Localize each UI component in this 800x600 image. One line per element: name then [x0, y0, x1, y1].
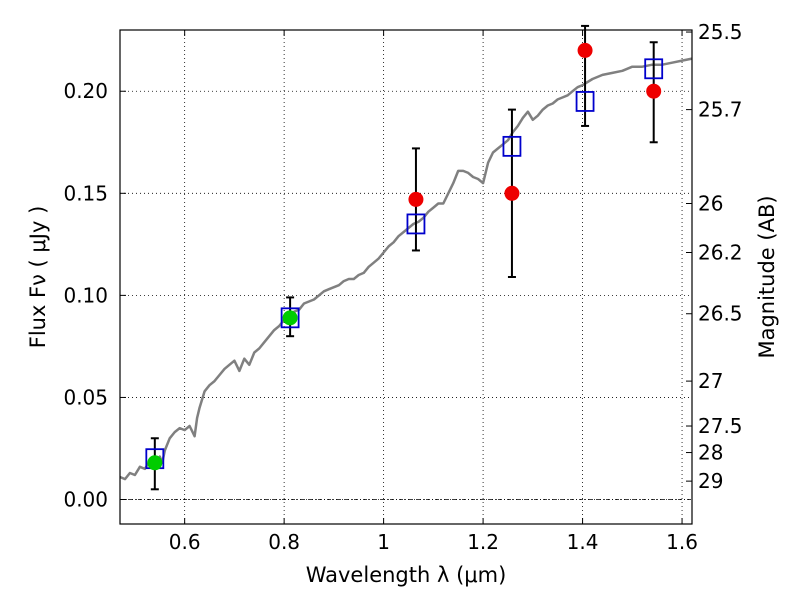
right-tick-label: 29 [698, 469, 723, 493]
sed-model-line [119, 57, 693, 481]
right-tick-label: 27 [698, 369, 723, 393]
model-photometry-square [575, 91, 595, 112]
y-tick-label: 0.20 [63, 79, 108, 103]
marker-layer [145, 42, 664, 471]
right-tick-label: 25.7 [698, 98, 743, 122]
model-photometry-square [502, 135, 522, 157]
measurement-point [504, 185, 520, 201]
tick-layer: 0.6 0.8 1 1.2 1.4 1.6 0.00 0.05 0.10 0.15 0.20 25.5… [63, 20, 742, 554]
detection-point [282, 310, 298, 326]
right-tick-label: 26 [698, 192, 723, 216]
detection-point [147, 455, 163, 471]
right-axis-label: Magnitude (AB) [755, 195, 779, 358]
x-tick-label: 1 [377, 530, 390, 554]
grid-layer [120, 30, 692, 524]
y-tick-label: 0.10 [63, 283, 108, 307]
line-layer [119, 57, 693, 481]
model-photometry-square [644, 58, 664, 80]
model-photometry-square [406, 213, 426, 235]
y-tick-label: 0.15 [63, 181, 108, 205]
right-tick-label: 28 [698, 441, 723, 465]
measurement-point [408, 191, 424, 207]
x-tick-label: 0.6 [169, 530, 201, 554]
right-tick-label: 25.5 [698, 20, 743, 44]
right-tick-label: 26.2 [698, 241, 743, 265]
plot-frame [119, 29, 693, 525]
measurement-point [577, 42, 593, 58]
y-tick-label: 0.05 [63, 385, 108, 409]
model-photometry-square [280, 307, 300, 329]
measurement-point [646, 83, 662, 99]
right-tick-label: 27.5 [698, 414, 743, 438]
x-tick-label: 1.4 [567, 530, 599, 554]
x-axis-label: Wavelength λ (μm) [306, 563, 507, 587]
x-tick-label: 1.6 [666, 530, 698, 554]
y-axis-label: Flux Fν ( μJy ) [26, 206, 50, 349]
x-tick-label: 1.2 [467, 530, 499, 554]
plot-background [120, 30, 692, 524]
right-tick-label: 26.5 [698, 302, 743, 326]
x-tick-label: 0.8 [268, 530, 300, 554]
y-tick-label: 0.00 [63, 488, 108, 512]
